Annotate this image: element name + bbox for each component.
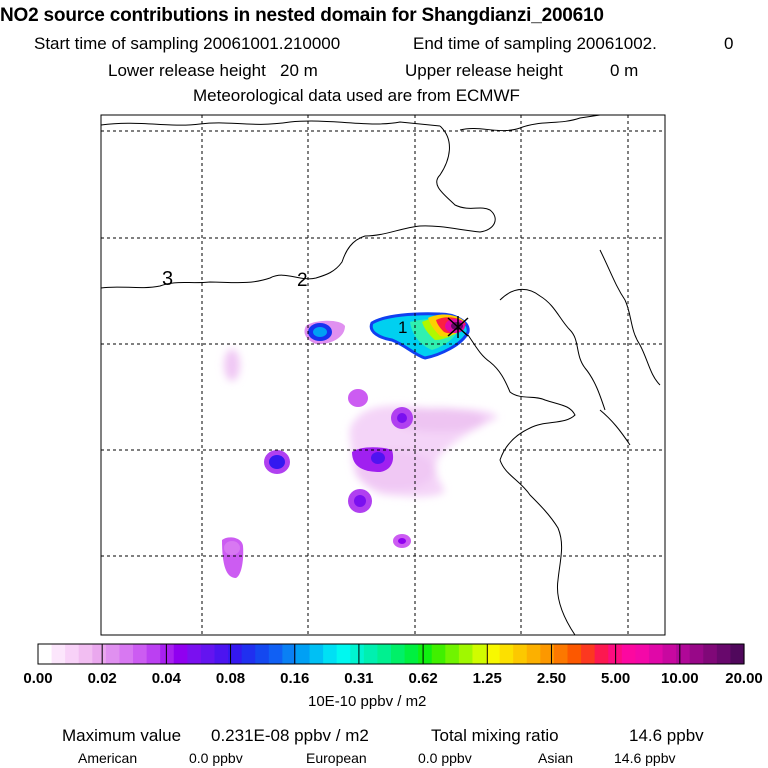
plot-frame: [100, 114, 666, 636]
colorbar-swatch: [418, 644, 433, 664]
colorbar-swatch: [295, 644, 311, 664]
colorbar-tick-label: 0.02: [87, 670, 117, 687]
contour-label-2: 2: [297, 270, 308, 291]
colorbar-swatch: [730, 644, 745, 664]
colorbar-swatch: [146, 644, 161, 664]
colorbar-swatch: [119, 644, 134, 664]
region-american-name: American: [78, 750, 138, 766]
colorbar-swatch: [350, 644, 365, 664]
colorbar-swatch: [38, 644, 53, 664]
colorbar-swatch: [92, 644, 107, 664]
colorbar-swatch: [133, 644, 148, 664]
colorbar-tick-label: 0.31: [344, 670, 374, 687]
plot-area: 3 2 1: [101, 115, 665, 635]
colorbar-swatch: [363, 644, 379, 664]
end-time-label: End time of sampling 20061002.: [413, 34, 657, 53]
colorbar-swatch: [200, 644, 216, 664]
contour-label-3: 3: [162, 268, 173, 290]
colorbar-swatch: [78, 644, 93, 664]
region-european-name: European: [306, 750, 367, 766]
region-european-value: 0.0 ppbv: [418, 750, 472, 766]
colorbar-swatch: [472, 644, 487, 664]
max-value: 0.231E-08 ppbv / m2: [211, 726, 369, 745]
total-mixing-value: 14.6 ppbv: [629, 726, 704, 745]
colorbar-tick-label: 20.00: [725, 670, 763, 687]
colorbar-swatch: [377, 644, 392, 664]
colorbar-swatch: [526, 644, 541, 664]
region-asian-value: 14.6 ppbv: [614, 750, 676, 766]
colorbar-tick-label: 1.25: [472, 670, 502, 687]
colorbar-swatch: [553, 644, 569, 664]
colorbar-swatch: [540, 644, 555, 664]
colorbar-swatch: [431, 644, 446, 664]
colorbar-swatch: [255, 644, 270, 664]
colorbar-swatch: [51, 644, 66, 664]
colorbar-swatch: [65, 644, 80, 664]
concentration-field: [222, 312, 498, 578]
colorbar-swatch: [662, 644, 677, 664]
colorbar-swatch: [648, 644, 664, 664]
met-data-line: Meteorological data used are from ECMWF: [193, 86, 520, 105]
colorbar-swatch: [160, 644, 175, 664]
coastline: [101, 115, 661, 635]
colorbar-swatch: [228, 644, 243, 664]
colorbar-swatch: [703, 644, 718, 664]
colorbar-swatch: [282, 644, 297, 664]
colorbar-swatch: [214, 644, 229, 664]
colorbar-swatch: [581, 644, 596, 664]
colorbar-tick-label: 0.04: [151, 670, 181, 687]
graticule: [101, 115, 665, 635]
colorbar-swatch: [716, 644, 732, 664]
receptor-marker: [447, 316, 469, 338]
colorbar-swatch: [309, 644, 324, 664]
colorbar: [37, 643, 745, 665]
region-asian-name: Asian: [538, 750, 574, 766]
colorbar-swatch: [621, 644, 636, 664]
colorbar-swatch: [567, 644, 582, 664]
contour-label-1: 1: [398, 318, 407, 337]
end-time-value: 0: [724, 34, 734, 53]
colorbar-tick-label: 0.00: [23, 670, 53, 687]
colorbar-swatch: [323, 644, 338, 664]
colorbar-swatch: [499, 644, 514, 664]
region-american-value: 0.0 ppbv: [189, 750, 243, 766]
lower-release-label: Lower release height: [108, 61, 266, 80]
colorbar-swatch: [173, 644, 188, 664]
colorbar-tick-label: 2.50: [536, 670, 567, 687]
colorbar-swatch: [404, 644, 419, 664]
colorbar-tick-label: 0.16: [280, 670, 310, 687]
colorbar-swatch: [241, 644, 256, 664]
colorbar-swatch: [268, 644, 283, 664]
colorbar-swatch: [676, 644, 691, 664]
upper-release-label: Upper release height: [405, 61, 563, 80]
colorbar-swatch: [336, 644, 351, 664]
colorbar-swatch: [486, 644, 501, 664]
chart-title: NO2 source contributions in nested domai…: [0, 5, 604, 26]
colorbar-swatch: [635, 644, 650, 664]
max-value-label: Maximum value: [62, 726, 182, 745]
colorbar-tick-label: 0.62: [408, 670, 438, 687]
colorbar-swatch: [594, 644, 609, 664]
colorbar-tick-label: 10.00: [661, 670, 699, 687]
colorbar-tick-label: 5.00: [601, 670, 631, 687]
colorbar-swatch: [513, 644, 528, 664]
lower-release-value: 20 m: [280, 61, 318, 80]
colorbar-swatch: [187, 644, 202, 664]
colorbar-swatch: [391, 644, 406, 664]
colorbar-swatch: [105, 644, 121, 664]
colorbar-swatch: [689, 644, 704, 664]
upper-release-value: 0 m: [610, 61, 639, 80]
colorbar-swatch: [458, 644, 474, 664]
colorbar-frame: [37, 643, 745, 665]
total-mixing-label: Total mixing ratio: [431, 726, 559, 745]
colorbar-unit-label: 10E-10 ppbv / m2: [308, 693, 427, 710]
colorbar-swatch: [445, 644, 460, 664]
start-time-label: Start time of sampling 20061001.210000: [34, 34, 341, 53]
colorbar-tick-label: 0.08: [215, 670, 246, 687]
